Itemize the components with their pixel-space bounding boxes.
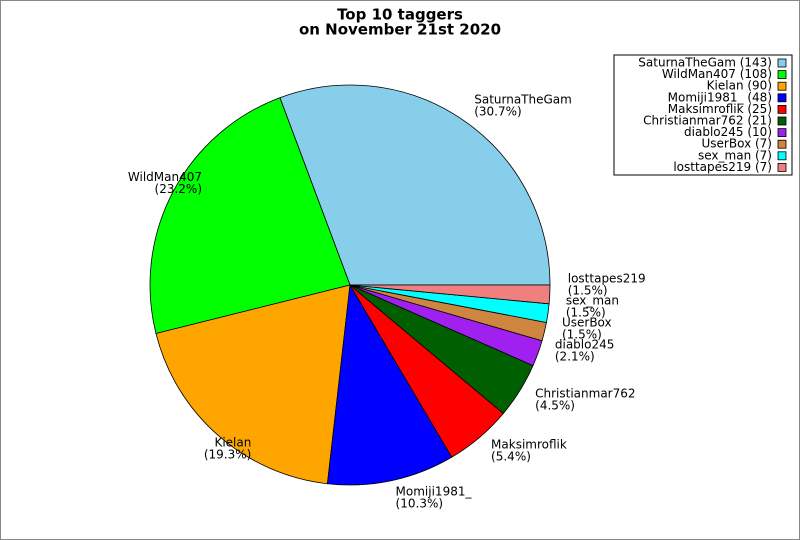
slice-value-label: (2.1%)	[555, 350, 595, 364]
legend-label: sex_man (7)	[698, 148, 772, 162]
slice-label: Kielan	[214, 435, 251, 449]
pie-slice	[149, 97, 351, 335]
legend-swatch	[777, 128, 787, 138]
legend-label: Momiji1981_ (48)	[668, 90, 772, 104]
slice-label: diablo245	[555, 338, 615, 352]
pie-slice	[155, 284, 351, 485]
pie-slice	[326, 283, 453, 486]
legend-label: UserBox (7)	[702, 137, 772, 151]
legend-label: SaturnaTheGam (143)	[638, 56, 772, 70]
slice-label: Maksimroflik	[491, 438, 567, 452]
slice-value-label: (1.5%)	[566, 306, 606, 320]
slice-value-label: (1.5%)	[568, 284, 608, 298]
legend-label: losttapes219 (7)	[673, 160, 772, 174]
slice-label: sex_man	[566, 294, 619, 308]
slice-value-label: (19.3%)	[204, 447, 251, 461]
legend-label: diablo245 (10)	[684, 125, 772, 139]
legend-swatch	[777, 116, 787, 126]
slice-label: WildMan407	[128, 170, 202, 184]
chart-subtitle: on November 21st 2020	[299, 21, 501, 39]
slice-value-label: (10.3%)	[396, 497, 443, 511]
pie-slice	[279, 84, 551, 286]
legend-label: WildMan407 (108)	[662, 67, 772, 81]
legend-swatch	[777, 105, 787, 114]
slice-value-label: (23.2%)	[155, 182, 202, 196]
slice-label: Christianmar762	[535, 387, 635, 401]
legend-swatch	[777, 81, 787, 91]
legend-swatch	[777, 93, 787, 103]
pie-slice	[349, 284, 551, 305]
slice-label: Momiji1981_	[396, 485, 473, 499]
legend-label: Christianmar762 (21)	[643, 114, 772, 128]
slice-value-label: (5.4%)	[491, 450, 531, 464]
slice-value-label: (4.5%)	[535, 399, 575, 413]
legend-box	[613, 54, 793, 176]
slice-value-label: (30.7%)	[474, 104, 521, 118]
legend-label: Kielan (90)	[707, 79, 772, 93]
chart-title: Top 10 taggers	[337, 6, 463, 24]
legend-swatch	[777, 58, 787, 68]
legend-swatch	[777, 151, 787, 161]
legend-swatch	[777, 139, 787, 149]
legend-label: Maksimroflik (25)	[668, 102, 772, 116]
legend-swatch	[777, 162, 787, 172]
legend-swatch	[777, 70, 787, 79]
slice-label: SaturnaTheGam	[474, 92, 572, 106]
slice-value-label: (1.5%)	[562, 328, 602, 342]
slice-label: UserBox	[562, 316, 612, 330]
slice-label: losttapes219	[568, 272, 646, 286]
